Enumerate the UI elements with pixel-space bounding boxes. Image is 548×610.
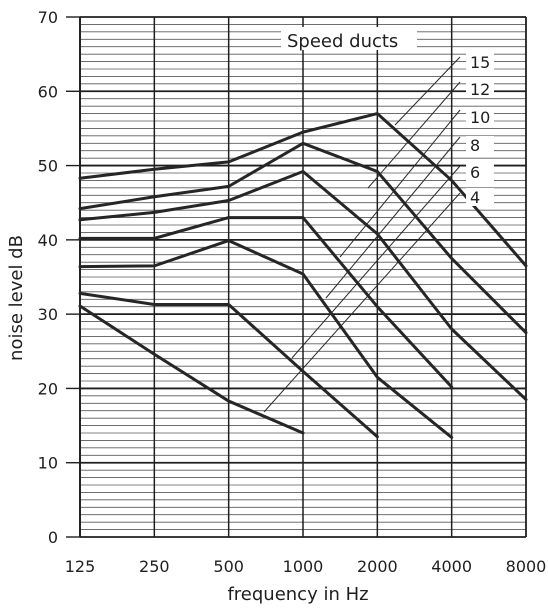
speed-duct-label: 12 (470, 80, 490, 99)
x-tick-label: 4000 (431, 557, 472, 576)
series-line (78, 239, 454, 439)
y-tick-label: 10 (38, 454, 58, 473)
x-tick-label: 500 (213, 557, 244, 576)
series-line (78, 112, 528, 268)
speed-duct-leader-line (339, 109, 461, 258)
speed-duct-label-background (466, 80, 494, 98)
y-tick-label: 20 (38, 379, 58, 398)
legend-layer: 15 12 10 8 6 4 (466, 53, 494, 207)
speed-duct-label: 6 (470, 163, 480, 182)
grid-layer (79, 16, 527, 538)
legend-title: Speed ducts (287, 31, 398, 52)
x-tick-label: 1000 (283, 557, 324, 576)
y-tick-label: 30 (38, 305, 58, 324)
x-tick-label: 250 (139, 557, 170, 576)
speed-duct-label: 8 (470, 136, 480, 155)
speed-duct-label: 15 (470, 53, 490, 72)
speed-duct-label: 4 (470, 188, 480, 207)
y-tick-label: 50 (38, 157, 58, 176)
series-layer (78, 112, 528, 439)
y-tick-label: 40 (38, 231, 58, 250)
y-tick-label: 70 (38, 8, 58, 27)
series-line (78, 141, 528, 335)
legend-title-background (281, 27, 417, 50)
series-line (78, 291, 379, 439)
x-tick-label: 125 (65, 557, 96, 576)
series-line (78, 304, 305, 435)
y-tick-layer: 0 10 20 30 40 50 60 70 (38, 8, 80, 547)
speed-duct-label-background (466, 188, 494, 206)
speed-duct-leader-line (367, 81, 461, 189)
y-axis-label: noise level dB (6, 235, 27, 361)
x-tick-label: 2000 (357, 557, 398, 576)
y-tick-label: 0 (48, 528, 58, 547)
speed-duct-leader-line (291, 165, 461, 359)
speed-duct-label-background (466, 108, 494, 126)
speed-duct-label: 10 (470, 108, 490, 127)
x-tick-layer: 125 250 500 1000 2000 4000 8000 (65, 557, 547, 576)
series-line (78, 216, 454, 389)
x-tick-label: 8000 (506, 557, 547, 576)
speed-duct-label-background (466, 53, 494, 71)
speed-duct-label-background (466, 163, 494, 181)
y-tick-label: 60 (38, 82, 58, 101)
x-axis-label: frequency in Hz (227, 584, 368, 605)
speed-duct-label-background (466, 136, 494, 154)
speed-duct-leader-line (394, 56, 461, 126)
series-line (78, 170, 528, 402)
